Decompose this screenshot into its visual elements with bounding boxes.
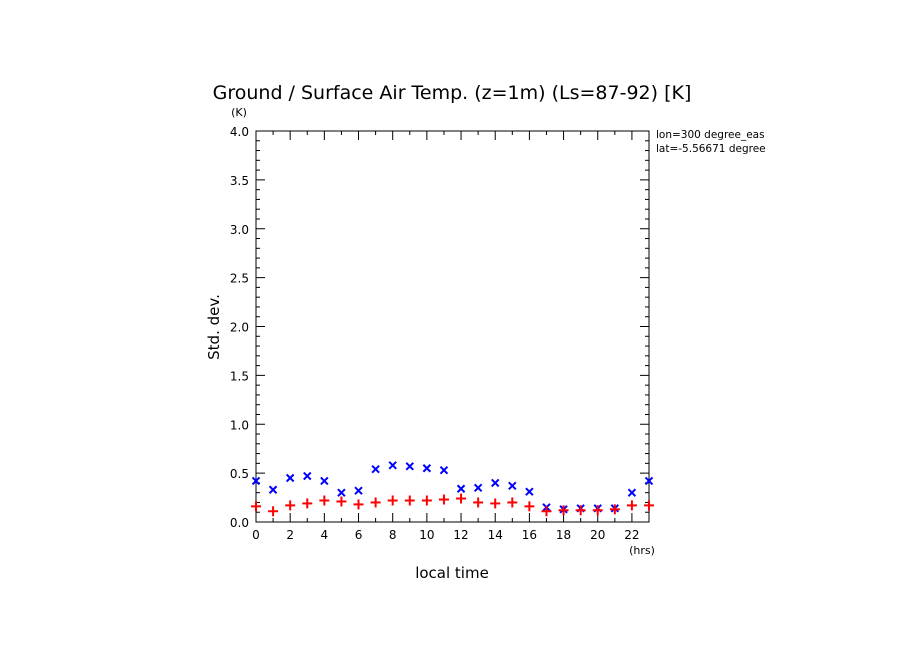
x-marker-stroke <box>508 481 517 491</box>
x-marker-stroke <box>268 485 278 494</box>
plus-marker <box>421 495 432 506</box>
x-marker <box>525 487 534 496</box>
x-marker <box>388 461 397 470</box>
x-marker <box>251 476 261 486</box>
x-tick-label: 20 <box>590 528 605 542</box>
x-tick-label: 8 <box>389 528 397 542</box>
y-unit-label: (K) <box>231 106 247 119</box>
plus-marker <box>302 498 313 509</box>
x-marker <box>439 465 449 475</box>
plus-marker <box>473 497 484 508</box>
plus-marker <box>644 500 654 511</box>
x-tick-label: 10 <box>419 528 434 542</box>
x-marker <box>627 488 637 497</box>
annotation-lon: lon=300 degree_eas <box>656 129 765 141</box>
x-marker <box>491 478 500 488</box>
x-marker-stroke <box>251 476 261 486</box>
x-marker-stroke <box>405 462 414 471</box>
x-tick-label: 4 <box>321 528 329 542</box>
x-marker-stroke <box>491 478 500 488</box>
y-tick-label: 1.5 <box>230 369 249 383</box>
plus-marker <box>507 497 518 508</box>
x-marker <box>337 488 346 497</box>
x-marker-stroke <box>337 488 346 497</box>
y-tick-label: 0.0 <box>230 516 249 530</box>
x-marker <box>456 484 466 493</box>
x-tick-labels: 0 2 4 6 8 10 12 14 16 18 20 22 <box>252 528 639 542</box>
x-marker <box>268 485 278 494</box>
plus-marker <box>558 505 569 516</box>
x-tick-label: 0 <box>252 528 260 542</box>
x-marker-stroke <box>320 476 329 486</box>
x-marker <box>354 486 363 495</box>
y-tick-label: 4.0 <box>230 125 249 139</box>
x-marker-stroke <box>422 464 432 473</box>
x-marker-stroke <box>303 471 312 481</box>
annotation-lat: lat=-5.56671 degree <box>656 143 766 155</box>
y-tick-label: 0.5 <box>230 467 249 481</box>
x-tick-label: 6 <box>355 528 363 542</box>
x-marker <box>285 473 295 483</box>
x-marker <box>508 481 517 491</box>
x-axis-label: local time <box>415 564 489 582</box>
axis-ticks <box>255 130 650 523</box>
y-tick-label: 3.0 <box>230 223 249 237</box>
y-tick-label: 2.0 <box>230 321 249 335</box>
y-tick-label: 2.5 <box>230 272 249 286</box>
plus-marker <box>404 495 415 506</box>
plus-marker <box>438 494 449 505</box>
plus-marker <box>592 505 603 516</box>
x-marker <box>644 476 654 486</box>
x-marker-stroke <box>644 476 654 486</box>
plus-marker <box>336 496 347 507</box>
plus-marker <box>353 499 364 510</box>
x-marker-stroke <box>388 461 397 470</box>
x-marker <box>303 471 312 481</box>
x-tick-label: 12 <box>453 528 468 542</box>
data-marks <box>251 461 654 517</box>
x-unit-label: (hrs) <box>629 544 655 557</box>
x-marker <box>473 483 483 492</box>
x-marker-stroke <box>473 483 483 492</box>
x-marker-stroke <box>456 484 466 493</box>
chart-title: Ground / Surface Air Temp. (z=1m) (Ls=87… <box>213 82 692 104</box>
x-tick-label: 18 <box>556 528 571 542</box>
plus-marker <box>541 506 552 517</box>
x-marker-stroke <box>627 488 637 497</box>
plus-marker <box>575 505 586 516</box>
plus-marker <box>319 495 330 506</box>
plus-marker <box>251 501 261 512</box>
x-tick-label: 2 <box>286 528 294 542</box>
plot-frame <box>255 130 650 523</box>
y-axis-label: Std. dev. <box>205 294 223 360</box>
plus-marker <box>370 497 381 508</box>
x-marker <box>320 476 329 486</box>
plus-marker <box>387 495 398 506</box>
plus-marker <box>456 493 467 504</box>
plus-marker <box>609 504 620 515</box>
y-tick-label: 1.0 <box>230 418 249 432</box>
x-marker-stroke <box>525 487 534 496</box>
x-marker <box>405 462 414 471</box>
x-marker-stroke <box>354 486 363 495</box>
x-marker-stroke <box>439 465 449 475</box>
x-marker <box>422 464 432 473</box>
plus-marker <box>490 498 501 509</box>
x-marker <box>371 465 380 474</box>
x-marker-stroke <box>371 465 380 474</box>
plus-marker <box>285 500 296 511</box>
plus-marker <box>268 506 279 517</box>
plus-marker <box>626 500 637 511</box>
x-tick-label: 16 <box>522 528 537 542</box>
x-marker-stroke <box>285 473 295 483</box>
x-tick-label: 22 <box>624 528 639 542</box>
x-tick-label: 14 <box>488 528 503 542</box>
y-tick-label: 3.5 <box>230 174 249 188</box>
y-tick-labels: 0.0 0.5 1.0 1.5 2.0 2.5 3.0 3.5 4.0 <box>230 125 249 530</box>
plus-marker <box>524 501 535 512</box>
